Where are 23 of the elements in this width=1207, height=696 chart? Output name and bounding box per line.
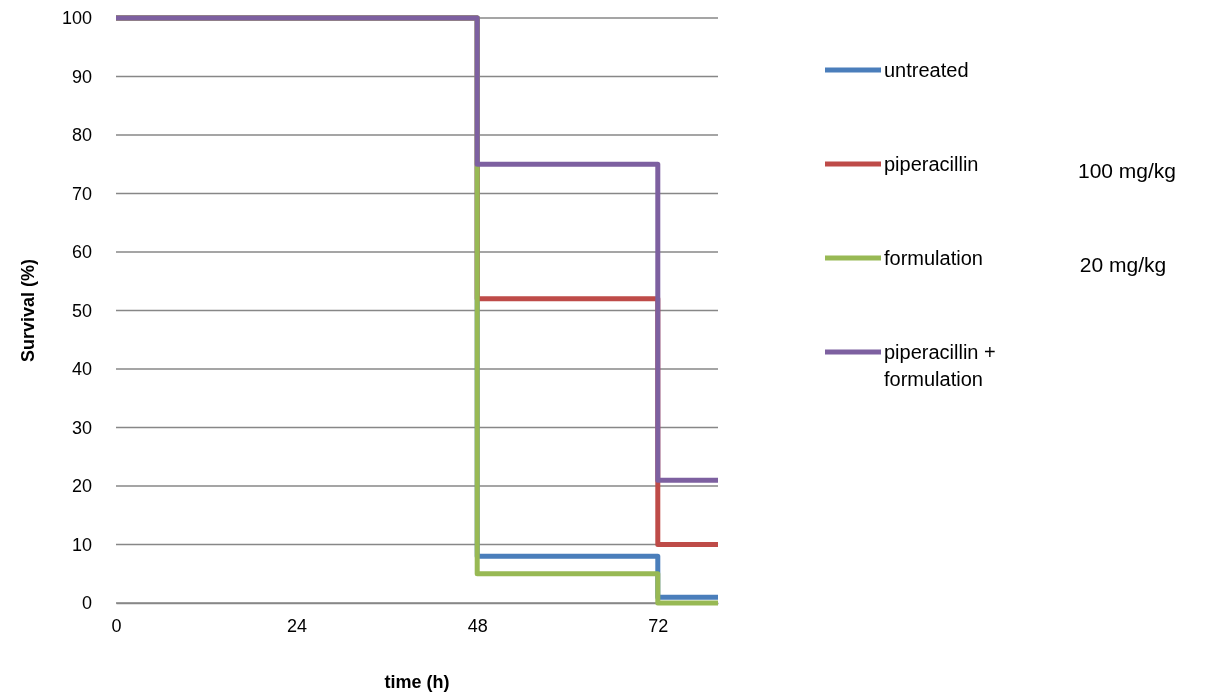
x-tick-label: 24 — [287, 615, 308, 636]
y-tick-label: 0 — [81, 593, 92, 614]
y-tick-label: 80 — [71, 125, 92, 146]
legend-label: piperacillin + formulation — [884, 341, 996, 390]
x-tick-label: 0 — [111, 615, 122, 636]
y-tick-label: 40 — [71, 359, 92, 380]
legend-label: piperacillin — [884, 153, 979, 175]
y-axis-title: Survival (%) — [18, 258, 38, 363]
y-tick-label: 100 — [61, 8, 92, 29]
y-tick-label: 50 — [71, 300, 92, 321]
y-tick-label: 60 — [71, 242, 92, 263]
text: 100 mg/kg — [1077, 159, 1177, 182]
text: 20 mg/kg — [1079, 253, 1167, 276]
x-tick-label: 48 — [467, 615, 488, 636]
legend-label: untreated — [884, 59, 969, 81]
y-tick-label: 10 — [71, 534, 92, 555]
y-tick-label: 90 — [71, 66, 92, 87]
x-tick-label: 72 — [648, 615, 669, 636]
y-tick-label: 30 — [71, 417, 92, 438]
x-axis-title: time (h) — [384, 672, 450, 692]
legend-label: formulation — [884, 247, 983, 269]
y-tick-label: 70 — [71, 183, 92, 204]
y-tick-label: 20 — [71, 476, 92, 497]
